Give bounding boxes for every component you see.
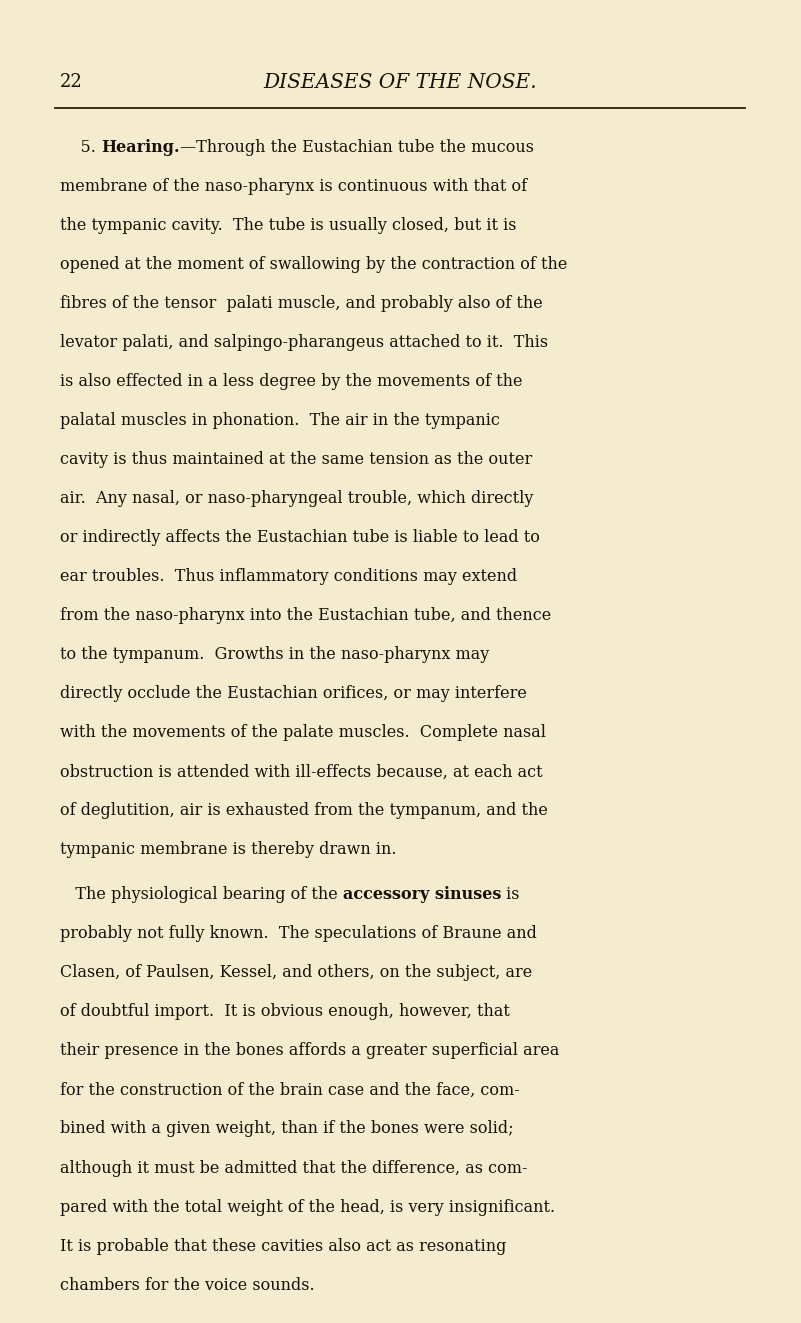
Text: although it must be admitted that the difference, as com-: although it must be admitted that the di… [60, 1159, 528, 1176]
Text: is also effected in a less degree by the movements of the: is also effected in a less degree by the… [60, 373, 522, 390]
Text: Clasen, of Paulsen, Kessel, and others, on the subject, are: Clasen, of Paulsen, Kessel, and others, … [60, 964, 533, 982]
Text: is: is [501, 886, 520, 904]
Text: probably not fully known.  The speculations of Braune and: probably not fully known. The speculatio… [60, 925, 537, 942]
Text: membrane of the naso-pharynx is continuous with that of: membrane of the naso-pharynx is continuo… [60, 177, 527, 194]
Text: —Through the Eustachian tube the mucous: —Through the Eustachian tube the mucous [179, 139, 533, 156]
Text: accessory sinuses: accessory sinuses [343, 886, 501, 904]
Text: 22: 22 [60, 73, 83, 91]
Text: with the movements of the palate muscles.  Complete nasal: with the movements of the palate muscles… [60, 724, 546, 741]
Text: It is probable that these cavities also act as resonating: It is probable that these cavities also … [60, 1237, 506, 1254]
Text: from the naso-pharynx into the Eustachian tube, and thence: from the naso-pharynx into the Eustachia… [60, 607, 551, 624]
Text: tympanic membrane is thereby drawn in.: tympanic membrane is thereby drawn in. [60, 841, 396, 859]
Text: to the tympanum.  Growths in the naso-pharynx may: to the tympanum. Growths in the naso-pha… [60, 646, 489, 663]
Text: 5.: 5. [60, 139, 101, 156]
Text: ear troubles.  Thus inflammatory conditions may extend: ear troubles. Thus inflammatory conditio… [60, 568, 517, 585]
Text: for the construction of the brain case and the face, com-: for the construction of the brain case a… [60, 1081, 520, 1098]
Text: chambers for the voice sounds.: chambers for the voice sounds. [60, 1277, 315, 1294]
Text: fibres of the tensor  palati muscle, and probably also of the: fibres of the tensor palati muscle, and … [60, 295, 543, 312]
Text: cavity is thus maintained at the same tension as the outer: cavity is thus maintained at the same te… [60, 451, 533, 468]
Text: obstruction is attended with ill-effects because, at each act: obstruction is attended with ill-effects… [60, 763, 543, 781]
Text: the tympanic cavity.  The tube is usually closed, but it is: the tympanic cavity. The tube is usually… [60, 217, 517, 234]
Text: bined with a given weight, than if the bones were solid;: bined with a given weight, than if the b… [60, 1121, 513, 1138]
Text: The physiological bearing of the: The physiological bearing of the [60, 886, 343, 904]
Text: directly occlude the Eustachian orifices, or may interfere: directly occlude the Eustachian orifices… [60, 685, 527, 703]
Text: opened at the moment of swallowing by the contraction of the: opened at the moment of swallowing by th… [60, 255, 567, 273]
Text: or indirectly affects the Eustachian tube is liable to lead to: or indirectly affects the Eustachian tub… [60, 529, 540, 546]
Text: of deglutition, air is exhausted from the tympanum, and the: of deglutition, air is exhausted from th… [60, 802, 548, 819]
Text: Hearing.: Hearing. [101, 139, 179, 156]
Text: DISEASES OF THE NOSE.: DISEASES OF THE NOSE. [264, 73, 537, 91]
Text: levator palati, and salpingo-pharangeus attached to it.  This: levator palati, and salpingo-pharangeus … [60, 333, 548, 351]
Text: of doubtful import.  It is obvious enough, however, that: of doubtful import. It is obvious enough… [60, 1003, 510, 1020]
Text: palatal muscles in phonation.  The air in the tympanic: palatal muscles in phonation. The air in… [60, 411, 500, 429]
Text: air.  Any nasal, or naso-pharyngeal trouble, which directly: air. Any nasal, or naso-pharyngeal troub… [60, 490, 533, 507]
Text: pared with the total weight of the head, is very insignificant.: pared with the total weight of the head,… [60, 1199, 555, 1216]
Text: their presence in the bones affords a greater superficial area: their presence in the bones affords a gr… [60, 1043, 559, 1060]
